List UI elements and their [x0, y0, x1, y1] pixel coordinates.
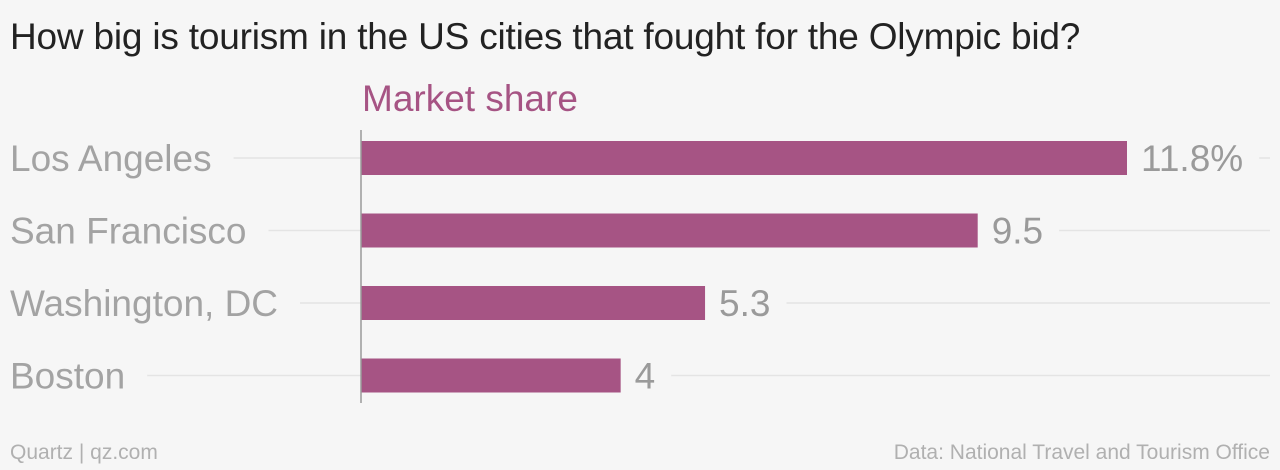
bar: [361, 358, 621, 393]
bar: [361, 213, 978, 248]
bar: [361, 286, 706, 320]
value-label: 9.5: [992, 211, 1043, 252]
category-label: Los Angeles: [10, 138, 212, 179]
value-label: 4: [635, 356, 656, 397]
category-label: Washington, DC: [10, 283, 278, 324]
value-label: 11.8%: [1141, 138, 1243, 179]
value-label: 5.3: [719, 283, 770, 324]
bar: [361, 141, 1127, 175]
category-label: San Francisco: [10, 211, 247, 252]
chart-title: How big is tourism in the US cities that…: [10, 16, 1081, 57]
footer-credit: Quartz | qz.com: [10, 441, 158, 464]
category-label: Boston: [10, 356, 125, 397]
footer-source: Data: National Travel and Tourism Office: [893, 441, 1270, 464]
series-label: Market share: [362, 78, 578, 119]
